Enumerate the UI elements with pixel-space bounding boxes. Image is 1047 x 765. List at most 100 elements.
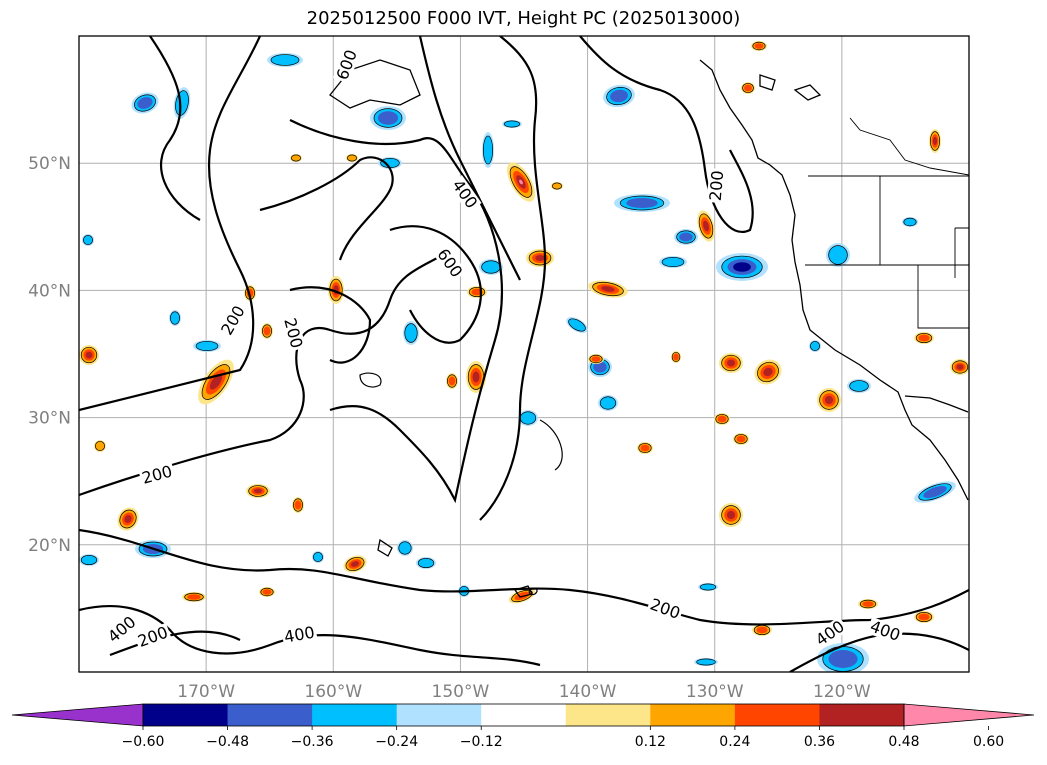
contour-label-bg xyxy=(866,616,905,645)
positive-anomaly-blob xyxy=(817,388,841,412)
anomaly-level xyxy=(262,589,272,595)
colorbar xyxy=(11,703,1035,727)
contour-label-bg xyxy=(133,622,172,651)
positive-anomaly-blob xyxy=(929,129,941,153)
positive-anomaly-blob xyxy=(752,624,772,636)
plot-frame xyxy=(78,35,970,673)
anomaly-level xyxy=(754,43,764,49)
negative-anomaly-blob xyxy=(479,259,503,275)
negative-anomaly-blob xyxy=(173,87,191,119)
anomaly-level xyxy=(312,551,324,563)
anomaly-level xyxy=(80,554,98,566)
contour-label-bg xyxy=(280,314,306,352)
contour-label: 200 xyxy=(648,595,683,623)
anomaly-level xyxy=(696,658,716,666)
lat-label: 30°N xyxy=(28,409,71,429)
colorbar-tick-label: −0.60 xyxy=(122,734,165,750)
negative-anomaly-blob xyxy=(716,253,768,281)
anomaly-level xyxy=(763,367,773,377)
anomaly-level xyxy=(481,260,501,274)
colorbar-swatch xyxy=(227,704,313,726)
negative-anomaly-blob xyxy=(603,84,635,108)
contour-label: 400 xyxy=(283,623,316,647)
anomaly-level xyxy=(828,650,858,668)
anomaly-level xyxy=(918,334,930,342)
anomaly-level xyxy=(404,323,418,343)
positive-anomaly-blob xyxy=(198,359,234,405)
anomaly-level xyxy=(932,136,938,146)
anomaly-level xyxy=(85,351,93,359)
negative-anomaly-blob xyxy=(169,310,181,326)
positive-anomaly-blob xyxy=(914,332,934,344)
anomaly-level xyxy=(124,515,132,523)
contour-label: 200 xyxy=(140,461,174,487)
positive-anomaly-blob xyxy=(259,587,275,597)
height-contours xyxy=(79,36,969,672)
positive-anomaly-blob xyxy=(292,497,304,513)
contour-label-bg xyxy=(811,616,849,650)
lon-label: 140°W xyxy=(559,682,617,702)
anomaly-level xyxy=(679,232,693,242)
negative-anomaly-blob xyxy=(378,157,402,169)
anomaly-level xyxy=(137,97,153,109)
positive-anomaly-blob xyxy=(751,41,767,51)
negative-anomaly-blob xyxy=(614,194,670,212)
contour-label-bg xyxy=(706,168,727,204)
colorbar-tick-label: −0.12 xyxy=(460,734,503,750)
lon-label: 120°W xyxy=(813,682,871,702)
anomaly-level xyxy=(263,326,271,336)
contour-label: 400 xyxy=(868,617,903,645)
lon-label: 160°W xyxy=(304,682,362,702)
negative-anomaly-blob xyxy=(698,583,718,591)
anomaly-level xyxy=(601,286,615,292)
colorbar-swatch xyxy=(565,704,651,726)
anomaly-level xyxy=(593,361,607,373)
lat-label: 50°N xyxy=(28,154,71,174)
contour-label: 200 xyxy=(135,623,170,651)
anomaly-level xyxy=(923,486,947,498)
contour-label: 400 xyxy=(104,612,140,646)
lon-label: 150°W xyxy=(432,682,490,702)
colorbar-swatch xyxy=(481,704,567,726)
anomaly-level xyxy=(82,234,94,246)
anomaly-level xyxy=(270,54,300,66)
anomaly-level xyxy=(699,583,717,591)
negative-anomaly-blob xyxy=(826,243,850,267)
positive-anomaly-blob xyxy=(950,359,969,375)
gridlines xyxy=(79,36,969,672)
coastline xyxy=(329,59,969,598)
colorbar-swatch xyxy=(143,704,229,726)
anomaly-level xyxy=(519,411,537,425)
negative-anomaly-blob xyxy=(914,481,956,503)
anomaly-level xyxy=(482,135,494,165)
colorbar-swatch xyxy=(819,704,905,726)
state-borders xyxy=(805,117,969,329)
anomaly-level xyxy=(849,380,869,392)
contour-label-bg xyxy=(138,462,176,488)
contour-label-bg xyxy=(448,175,482,213)
negative-anomaly-blob xyxy=(902,217,918,227)
anomaly-level xyxy=(733,262,751,272)
contour-label: 200 xyxy=(280,316,306,350)
contour-label: 200 xyxy=(706,170,728,202)
colorbar-swatch xyxy=(396,704,482,726)
anomaly-level xyxy=(351,561,359,567)
negative-anomaly-blob xyxy=(82,234,94,246)
colorbar-tick-label: 0.48 xyxy=(888,734,919,750)
positive-anomaly-blob xyxy=(914,611,934,623)
positive-anomaly-blob xyxy=(328,276,344,304)
negative-anomaly-blob xyxy=(482,132,494,168)
positive-anomaly-blob xyxy=(714,413,730,425)
negative-anomaly-blob xyxy=(809,340,821,352)
negative-anomaly-blob xyxy=(193,340,221,352)
anomaly-level xyxy=(503,120,521,128)
anomaly-level xyxy=(736,435,746,443)
anomaly-level xyxy=(591,356,601,362)
anomaly-level xyxy=(472,371,480,383)
positive-anomaly-blob xyxy=(467,286,487,298)
anomaly-level xyxy=(599,396,617,410)
positive-anomaly-blob xyxy=(466,361,486,393)
positive-anomaly-blob xyxy=(346,154,358,162)
anomaly-level xyxy=(862,601,874,607)
anomaly-level xyxy=(377,111,399,125)
